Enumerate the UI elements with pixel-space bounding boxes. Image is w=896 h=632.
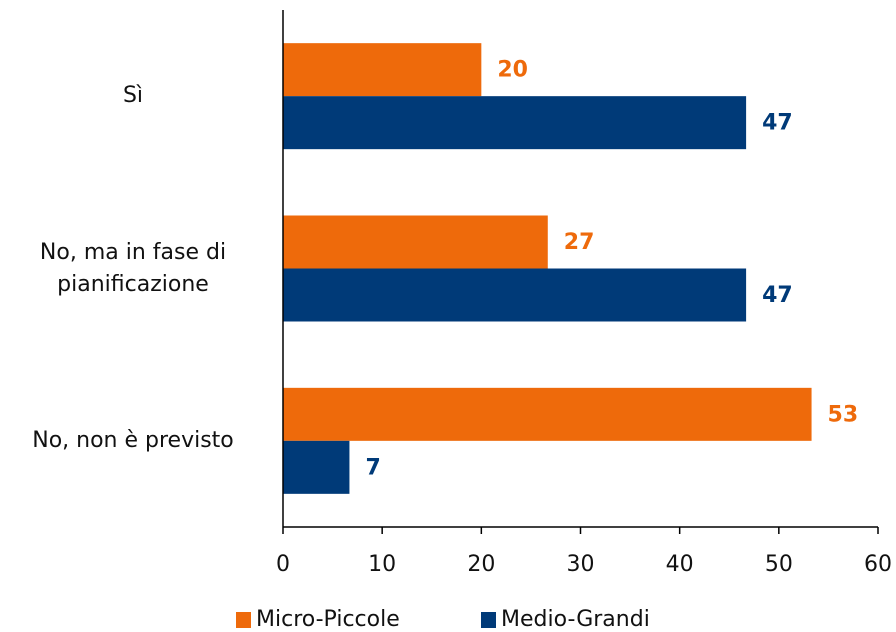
- category-label: No, ma in fase di pianificazione: [39, 239, 227, 297]
- x-tick-label: 0: [276, 552, 290, 577]
- x-tick-label: 30: [567, 552, 595, 577]
- legend-label: Medio-Grandi: [501, 607, 650, 632]
- data-label: 27: [564, 230, 595, 255]
- x-tick-label: 50: [765, 552, 793, 577]
- data-label: 47: [762, 283, 793, 308]
- bar: [283, 268, 747, 322]
- bar: [283, 215, 548, 269]
- legend-label: Micro-Piccole: [256, 607, 400, 632]
- x-tick-label: 20: [467, 552, 495, 577]
- x-tick-label: 40: [666, 552, 694, 577]
- bar: [283, 43, 482, 97]
- data-label: 47: [762, 111, 793, 136]
- x-tick-label: 60: [864, 552, 892, 577]
- x-tick-label: 10: [368, 552, 396, 577]
- bar: [283, 387, 812, 441]
- data-label: 7: [365, 455, 380, 480]
- legend-swatch: [236, 612, 251, 628]
- bar: [283, 96, 747, 150]
- category-label: Sì: [122, 83, 144, 109]
- data-label: 20: [497, 58, 528, 83]
- category-label: No, non è previsto: [32, 427, 234, 453]
- data-label: 53: [828, 402, 859, 427]
- legend-swatch: [481, 612, 496, 628]
- bar: [283, 440, 350, 494]
